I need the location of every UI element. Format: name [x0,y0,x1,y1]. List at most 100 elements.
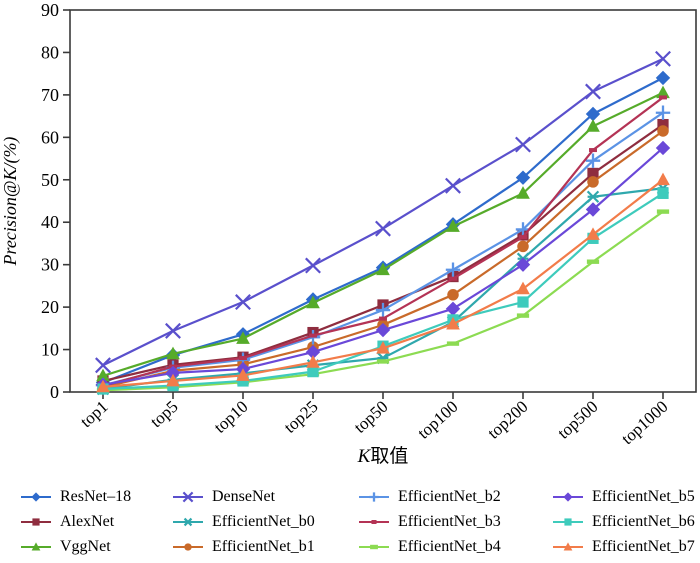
y-tick-label: 80 [41,42,59,62]
marker-triangle-icon [586,227,600,240]
marker-dash-icon [516,313,530,318]
legend-item: EfficientNet_b4 [358,534,552,559]
legend-item: VggNet [20,534,172,559]
legend-item: DenseNet [172,484,358,509]
marker-x-icon [182,491,194,502]
marker-diamond-icon [655,70,671,86]
legend-item-label: VggNet [60,537,111,555]
marker-diamond-icon [31,491,41,502]
marker-triangle-icon [516,186,530,199]
marker-x-icon [515,136,531,153]
legend-item-label: DenseNet [212,487,276,505]
legend-marker-icon [553,491,583,502]
legend-item: EfficientNet_b6 [552,509,700,534]
legend-marker-icon [173,491,203,502]
marker-diamond-icon [563,491,573,502]
marker-x-icon [305,257,321,274]
marker-tick-icon [659,95,667,100]
legend-item-label: AlexNet [60,512,115,530]
marker-dash-icon [376,359,390,364]
marker-square-icon [237,375,249,387]
chart-legend: ResNet–18 AlexNet VggNet DenseNet EfficientN… [0,484,700,559]
marker-triangle-icon [306,355,320,368]
marker-triangle-icon [446,316,460,330]
x-tick-label: top1 [76,397,111,431]
marker-diamond-icon [305,344,321,360]
legend-item-label: EfficientNet_b4 [398,537,501,555]
y-tick-label: 20 [41,297,59,317]
precision-at-k-chart: 0 10 20 30 40 50 60 70 80 90 top1 top5 top10 top25 top… [0,0,697,467]
series-line-EfficientNet_b7 [102,178,664,389]
marker-diamond-icon [585,202,601,217]
x-tick-label: top200 [484,397,532,443]
legend-item-label: EfficientNet_b6 [592,512,695,530]
chart-svg: 0 10 20 30 40 50 60 70 80 90 top1 top5 top10 top25 top… [0,0,697,467]
x-tick-label: top5 [146,397,181,431]
legend-item-label: EfficientNet_b1 [212,537,315,555]
marker-square-icon [657,187,669,199]
x-tick-label: top10 [210,397,251,437]
marker-tick-icon [379,316,387,321]
legend-item: EfficientNet_b2 [358,484,552,509]
marker-triangle-icon [96,368,110,382]
legend-marker-icon [359,491,389,502]
marker-x-icon [445,177,461,194]
marker-tick-icon [309,333,317,338]
legend-marker-icon [359,544,389,549]
marker-triangle-icon [586,119,600,132]
x-tick-label: top100 [414,397,462,443]
y-tick-label: 50 [41,170,59,190]
legend-marker-icon [173,542,203,551]
legend-item: EfficientNet_b7 [552,534,700,559]
marker-circle-icon [657,125,669,137]
marker-triangle-icon [656,172,670,186]
legend-item: EfficientNet_b1 [172,534,358,559]
marker-circle-icon [447,289,459,301]
marker-dash-icon [656,209,670,214]
marker-square-icon [517,296,529,308]
y-tick-label: 70 [41,85,59,105]
legend-marker-icon [359,519,389,524]
legend-marker-icon [553,517,583,526]
marker-plus-icon [445,262,461,277]
series-markers-EfficientNet_b7 [96,172,670,393]
y-tick-label: 90 [41,0,59,20]
marker-tick-icon [239,356,247,361]
marker-diamond-icon [445,301,461,317]
marker-x-icon [375,220,391,237]
legend-marker-icon [21,517,51,526]
legend-item: EfficientNet_b5 [552,484,700,509]
marker-circle-icon [517,240,529,253]
legend-marker-icon [21,491,51,502]
x-tick-label: top1000 [618,397,672,448]
marker-triangle-icon [656,85,670,99]
y-tick-label: 0 [50,382,59,402]
marker-tick-icon [519,235,527,240]
marker-circle-icon [587,176,599,188]
legend-marker-icon [173,517,203,526]
marker-triangle-icon [376,341,390,354]
marker-triangle-icon [306,295,320,309]
marker-x-icon [655,50,671,67]
legend-marker-icon [21,541,51,550]
marker-dash-icon [446,341,460,346]
series-markers-VggNet [96,85,670,382]
marker-x-icon [95,357,111,374]
marker-triangle-icon [376,262,390,276]
marker-square-icon [587,167,599,180]
x-tick-label: top50 [350,397,391,437]
marker-tick-icon [589,148,597,153]
marker-plus-icon [375,302,391,318]
marker-x-icon [585,83,601,100]
marker-square-icon [307,366,319,378]
marker-x-icon [235,294,251,310]
marker-dash-icon [370,544,378,549]
marker-square-icon [32,517,40,526]
marker-plus-icon [369,491,379,502]
x-tick-label: top25 [280,397,321,437]
marker-triangle-icon [31,541,41,550]
marker-triangle-icon [516,281,530,295]
marker-square-icon [657,118,669,131]
legend-marker-icon [553,541,583,550]
marker-circle-icon [184,542,192,551]
